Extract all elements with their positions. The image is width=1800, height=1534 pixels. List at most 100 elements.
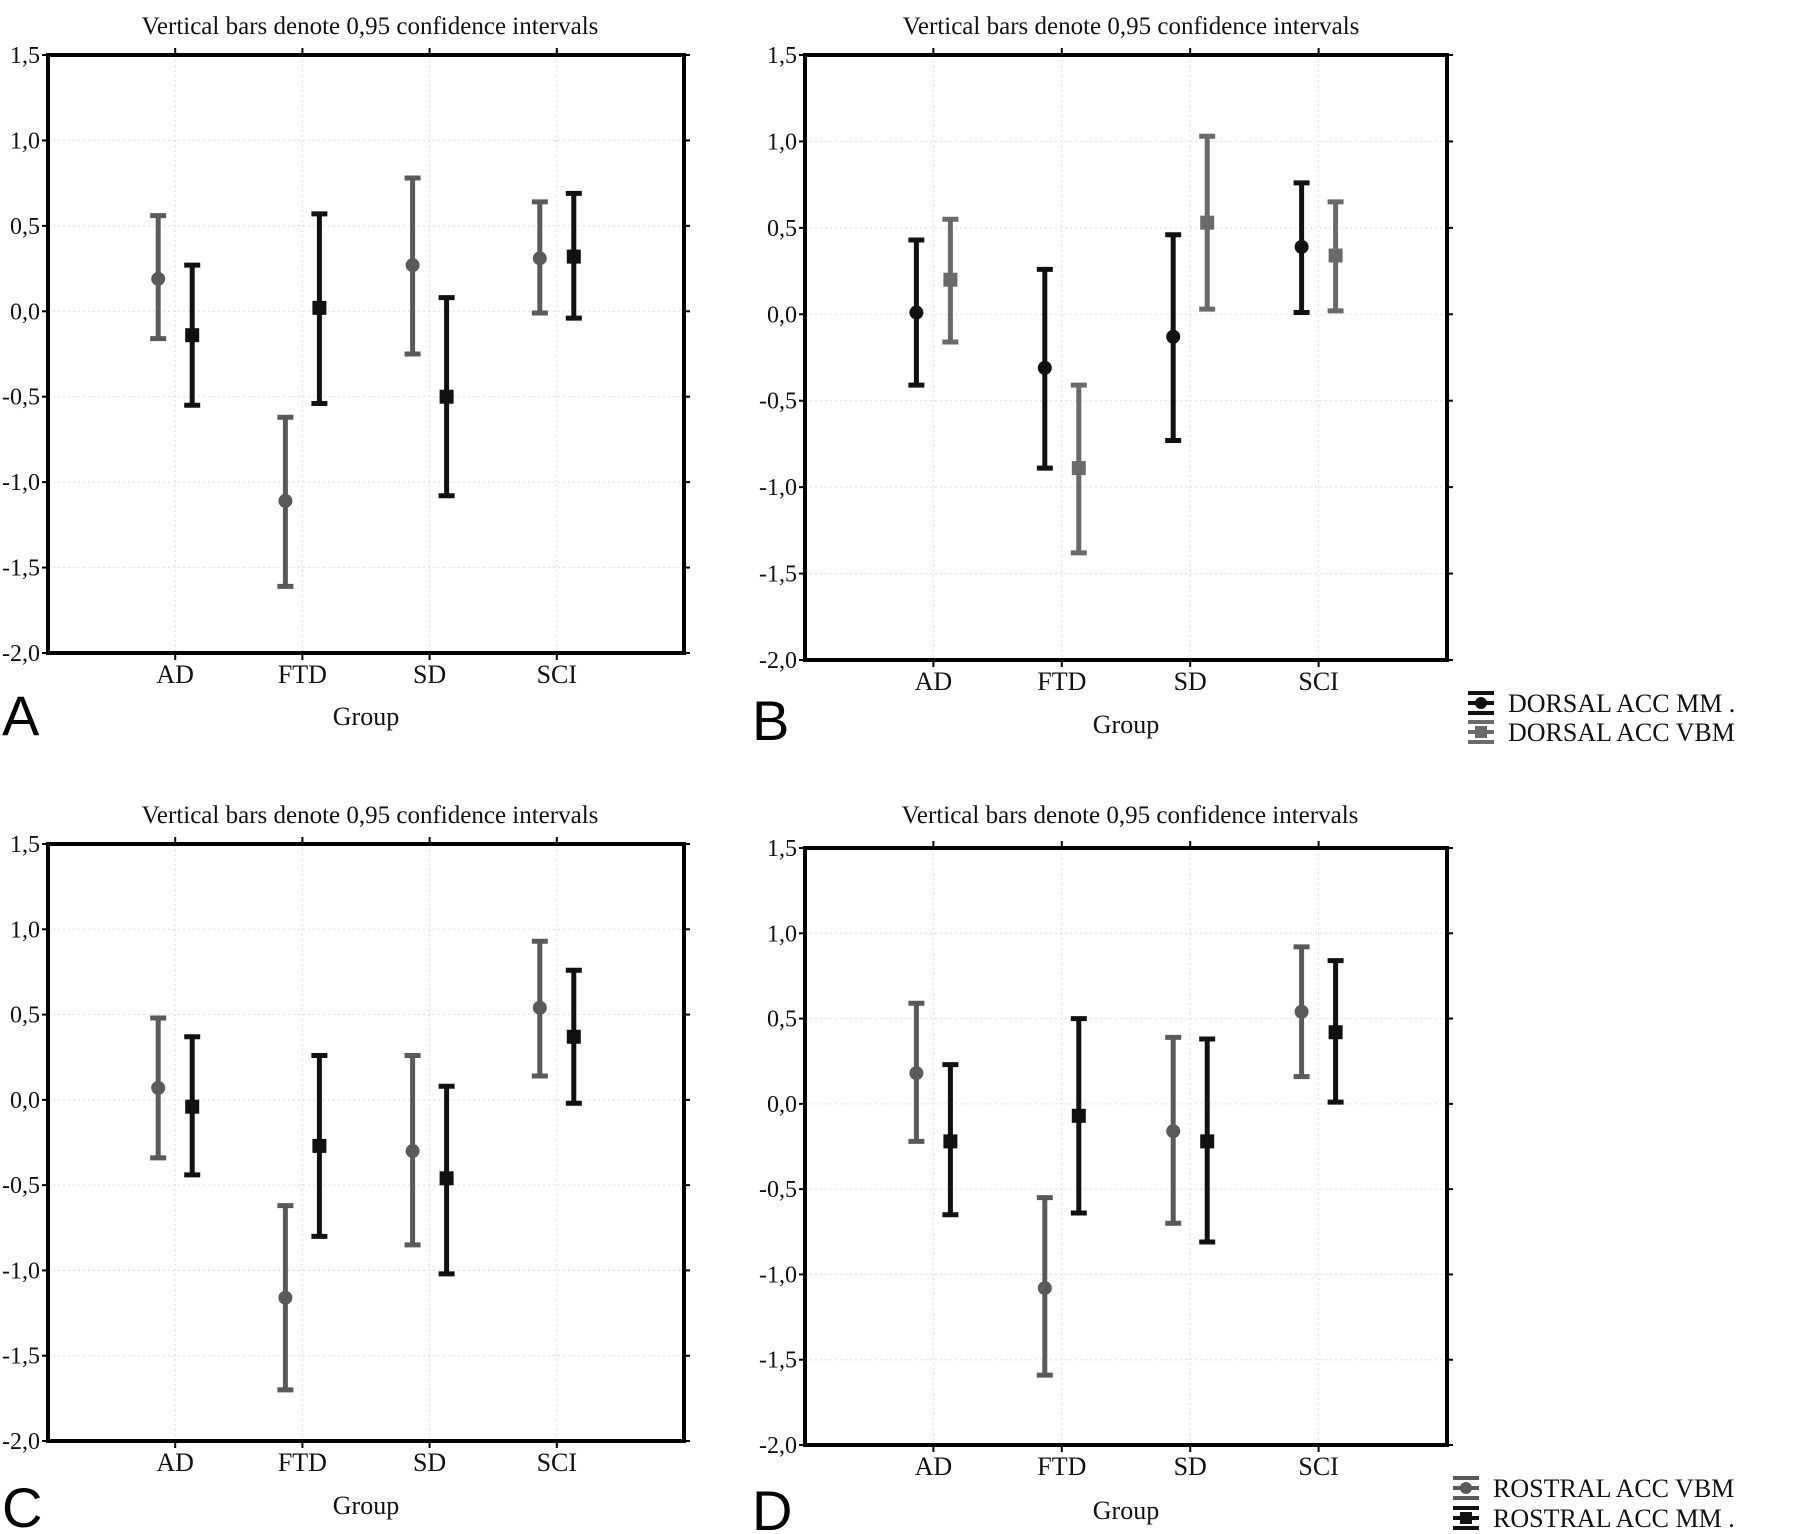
data-point-square [943, 272, 958, 287]
series-2 [184, 190, 582, 499]
series-1 [908, 180, 1310, 471]
data-point-circle [1037, 360, 1052, 375]
x-category-label: SCI [537, 1448, 577, 1477]
x-category-label: FTD [278, 660, 327, 689]
y-tick-label: -2,0 [2, 1429, 40, 1455]
x-category-label: SCI [1298, 667, 1338, 696]
x-axis-label: Group [333, 702, 399, 731]
legend-label: ROSTRAL ACC VBM [1493, 1474, 1734, 1503]
data-point-square [439, 1171, 454, 1186]
data-point-square [1071, 461, 1086, 476]
data-point-circle [405, 1144, 420, 1159]
legend-marker-circle [1460, 1482, 1472, 1494]
x-category-label: SD [413, 1448, 446, 1477]
x-axis-label: Group [333, 1491, 399, 1520]
legend-label: DORSAL ACC MM . [1508, 689, 1735, 718]
data-point-circle [532, 1000, 547, 1015]
x-category-label: SD [1174, 667, 1207, 696]
x-category-label: AD [915, 1452, 953, 1481]
y-tick-label: 1,0 [10, 917, 40, 943]
y-tick-label: -2,0 [759, 648, 797, 674]
y-tick-label: -1,5 [759, 562, 797, 588]
data-point-circle [151, 271, 166, 286]
data-point-square [1200, 215, 1215, 230]
y-tick-label: 1,0 [767, 129, 797, 155]
x-category-label: FTD [1037, 667, 1086, 696]
data-point-circle [1166, 329, 1181, 344]
y-tick-label: -0,5 [759, 389, 797, 415]
x-category-label: FTD [278, 1448, 327, 1477]
plot-frame [46, 53, 686, 655]
plot-frame [46, 842, 686, 1443]
series-1 [908, 944, 1310, 1378]
y-tick-label: 1,5 [767, 836, 797, 862]
x-category-label: SD [413, 660, 446, 689]
data-point-square [1200, 1134, 1215, 1149]
data-point-circle [909, 1066, 924, 1081]
series-1 [150, 938, 548, 1393]
y-tick-label: -1,0 [2, 470, 40, 496]
y-tick-label: -1,5 [2, 1344, 40, 1370]
series-2 [942, 958, 1344, 1245]
legend-label: DORSAL ACC VBM [1508, 718, 1735, 747]
y-tick-label: -1,0 [2, 1258, 40, 1284]
y-tick-label: 0,5 [10, 1003, 40, 1029]
data-point-square [566, 1029, 581, 1044]
panel-letter: A [2, 684, 40, 747]
legend-marker-circle [1475, 697, 1487, 709]
y-tick-label: -1,0 [759, 475, 797, 501]
panel-letter: B [752, 689, 789, 752]
data-point-circle [405, 258, 420, 273]
y-tick-label: -1,0 [759, 1262, 797, 1288]
x-category-label: SCI [537, 660, 577, 689]
y-tick-label: 0,0 [767, 302, 797, 328]
data-point-square [1071, 1108, 1086, 1123]
x-category-label: FTD [1037, 1452, 1086, 1481]
chart-title: Vertical bars denote 0,95 confidence int… [142, 802, 599, 829]
data-point-circle [1294, 1004, 1309, 1019]
chart-title: Vertical bars denote 0,95 confidence int… [903, 13, 1360, 40]
legend-marker-square [1475, 726, 1487, 738]
x-axis-label: Group [1093, 710, 1159, 739]
legend-marker-square [1460, 1512, 1472, 1524]
y-tick-label: -0,5 [759, 1177, 797, 1203]
x-axis-label: Group [1093, 1496, 1159, 1525]
y-tick-label: 1,5 [767, 43, 797, 69]
y-tick-label: -1,5 [2, 556, 40, 582]
panel-letter: D [752, 1479, 792, 1534]
y-tick-label: -2,0 [759, 1433, 797, 1459]
data-point-square [943, 1134, 958, 1149]
series-1 [150, 175, 548, 589]
data-point-square [566, 249, 581, 264]
legend: DORSAL ACC MM .DORSAL ACC VBM [1468, 689, 1735, 747]
y-tick-label: 0,0 [10, 1088, 40, 1114]
panel-a: Vertical bars denote 0,95 confidence int… [2, 13, 690, 747]
x-category-label: AD [156, 660, 194, 689]
data-point-square [1328, 248, 1343, 263]
y-tick-label: 0,5 [10, 214, 40, 240]
panel-c: Vertical bars denote 0,95 confidence int… [2, 802, 690, 1534]
y-tick-label: 1,0 [767, 921, 797, 947]
y-tick-label: 0,5 [767, 1007, 797, 1033]
y-tick-label: 1,0 [10, 128, 40, 154]
y-tick-label: -0,5 [2, 385, 40, 411]
plot-frame [803, 846, 1449, 1447]
chart-title: Vertical bars denote 0,95 confidence int… [142, 13, 599, 40]
y-tick-label: 1,5 [10, 832, 40, 858]
data-point-square [185, 328, 200, 343]
y-tick-label: -2,0 [2, 641, 40, 667]
y-tick-label: -0,5 [2, 1173, 40, 1199]
y-tick-label: -1,5 [759, 1348, 797, 1374]
data-point-circle [278, 1290, 293, 1305]
series-2 [942, 133, 1344, 556]
plot-frame [803, 53, 1449, 662]
legend-label: ROSTRAL ACC MM . [1493, 1504, 1735, 1533]
data-point-circle [1037, 1281, 1052, 1296]
series-2 [184, 967, 582, 1277]
panel-b: Vertical bars denote 0,95 confidence int… [752, 13, 1735, 752]
data-point-circle [909, 305, 924, 320]
y-tick-label: 0,0 [10, 299, 40, 325]
data-point-square [185, 1099, 200, 1114]
data-point-circle [151, 1080, 166, 1095]
